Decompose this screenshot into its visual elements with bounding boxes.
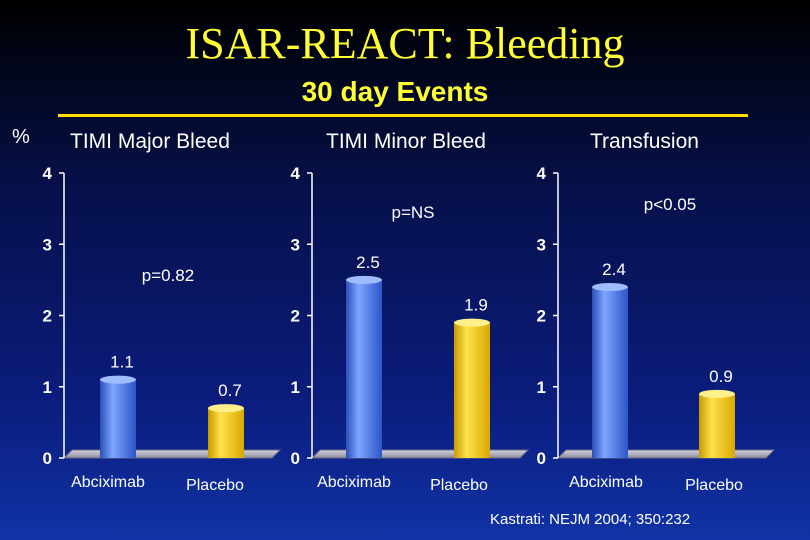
slide-subtitle: 30 day Events bbox=[301, 76, 489, 107]
chart-2-tick-label-0: 0 bbox=[537, 449, 546, 468]
chart-2-bar-1-cap bbox=[699, 389, 735, 398]
chart-1-bar-1-cap bbox=[454, 318, 490, 327]
chart-0-category-label-0: Abciximab bbox=[71, 474, 145, 491]
slide-title: ISAR-REACT: Bleeding bbox=[185, 19, 625, 68]
chart-2-category-label-0: Abciximab bbox=[569, 474, 643, 491]
chart-2-value-label-1: 0.9 bbox=[709, 367, 733, 386]
chart-0-bar-1 bbox=[208, 408, 244, 458]
panel-title-major-bleed: TIMI Major Bleed bbox=[70, 130, 230, 153]
chart-0-p-value: p=0.82 bbox=[142, 266, 194, 285]
chart-1-category-label-0: Abciximab bbox=[317, 474, 391, 491]
chart-0-value-label-0: 1.1 bbox=[110, 353, 134, 372]
chart-1-tick-label-2: 2 bbox=[291, 307, 300, 326]
chart-2-bar-0 bbox=[592, 287, 628, 458]
chart-1-tick-label-0: 0 bbox=[291, 449, 300, 468]
chart-1-value-label-1: 1.9 bbox=[464, 296, 488, 315]
chart-0-tick-label-2: 2 bbox=[43, 307, 52, 326]
chart-2-category-label-1: Placebo bbox=[685, 477, 743, 494]
panel-title-minor-bleed: TIMI Minor Bleed bbox=[326, 130, 486, 153]
chart-1-p-value: p=NS bbox=[392, 203, 435, 222]
title-divider bbox=[58, 114, 748, 117]
chart-2-bar-1 bbox=[699, 393, 735, 458]
chart-2-floor bbox=[556, 449, 776, 459]
chart-0-tick-label-1: 1 bbox=[43, 378, 52, 397]
chart-1-category-label-1: Placebo bbox=[430, 477, 488, 494]
chart-2-tick-label-1: 1 bbox=[537, 378, 546, 397]
chart-1-bar-0 bbox=[346, 279, 382, 458]
chart-0-bar-0 bbox=[100, 379, 136, 458]
chart-1-tick-label-3: 3 bbox=[291, 235, 300, 254]
chart-0-tick-label-4: 4 bbox=[43, 164, 53, 183]
citation: Kastrati: NEJM 2004; 350:232 bbox=[490, 511, 691, 528]
chart-2-tick-label-3: 3 bbox=[537, 235, 546, 254]
chart-2-tick-label-2: 2 bbox=[537, 307, 546, 326]
chart-0-bar-0-cap bbox=[100, 375, 136, 384]
chart-0-tick-label-3: 3 bbox=[43, 235, 52, 254]
chart-1-tick-label-1: 1 bbox=[291, 378, 300, 397]
panel-title-transfusion: Transfusion bbox=[590, 130, 699, 153]
chart-0-bar-1-cap bbox=[208, 404, 244, 413]
chart-0-floor bbox=[62, 449, 282, 459]
chart-2-tick-label-4: 4 bbox=[537, 164, 547, 183]
chart-0-category-label-1: Placebo bbox=[186, 477, 244, 494]
chart-1-bar-0-cap bbox=[346, 275, 382, 284]
chart-0-value-label-1: 0.7 bbox=[218, 381, 242, 400]
chart-2-value-label-0: 2.4 bbox=[602, 260, 626, 279]
chart-2-bar-0-cap bbox=[592, 283, 628, 291]
y-unit-label: % bbox=[12, 126, 30, 148]
chart-1-tick-label-4: 4 bbox=[291, 164, 301, 183]
chart-0-tick-label-0: 0 bbox=[43, 449, 52, 468]
chart-1-bar-1 bbox=[454, 322, 490, 458]
chart-1-floor bbox=[310, 449, 530, 459]
chart-1-value-label-0: 2.5 bbox=[356, 253, 380, 272]
chart-2-p-value: p<0.05 bbox=[644, 195, 696, 214]
